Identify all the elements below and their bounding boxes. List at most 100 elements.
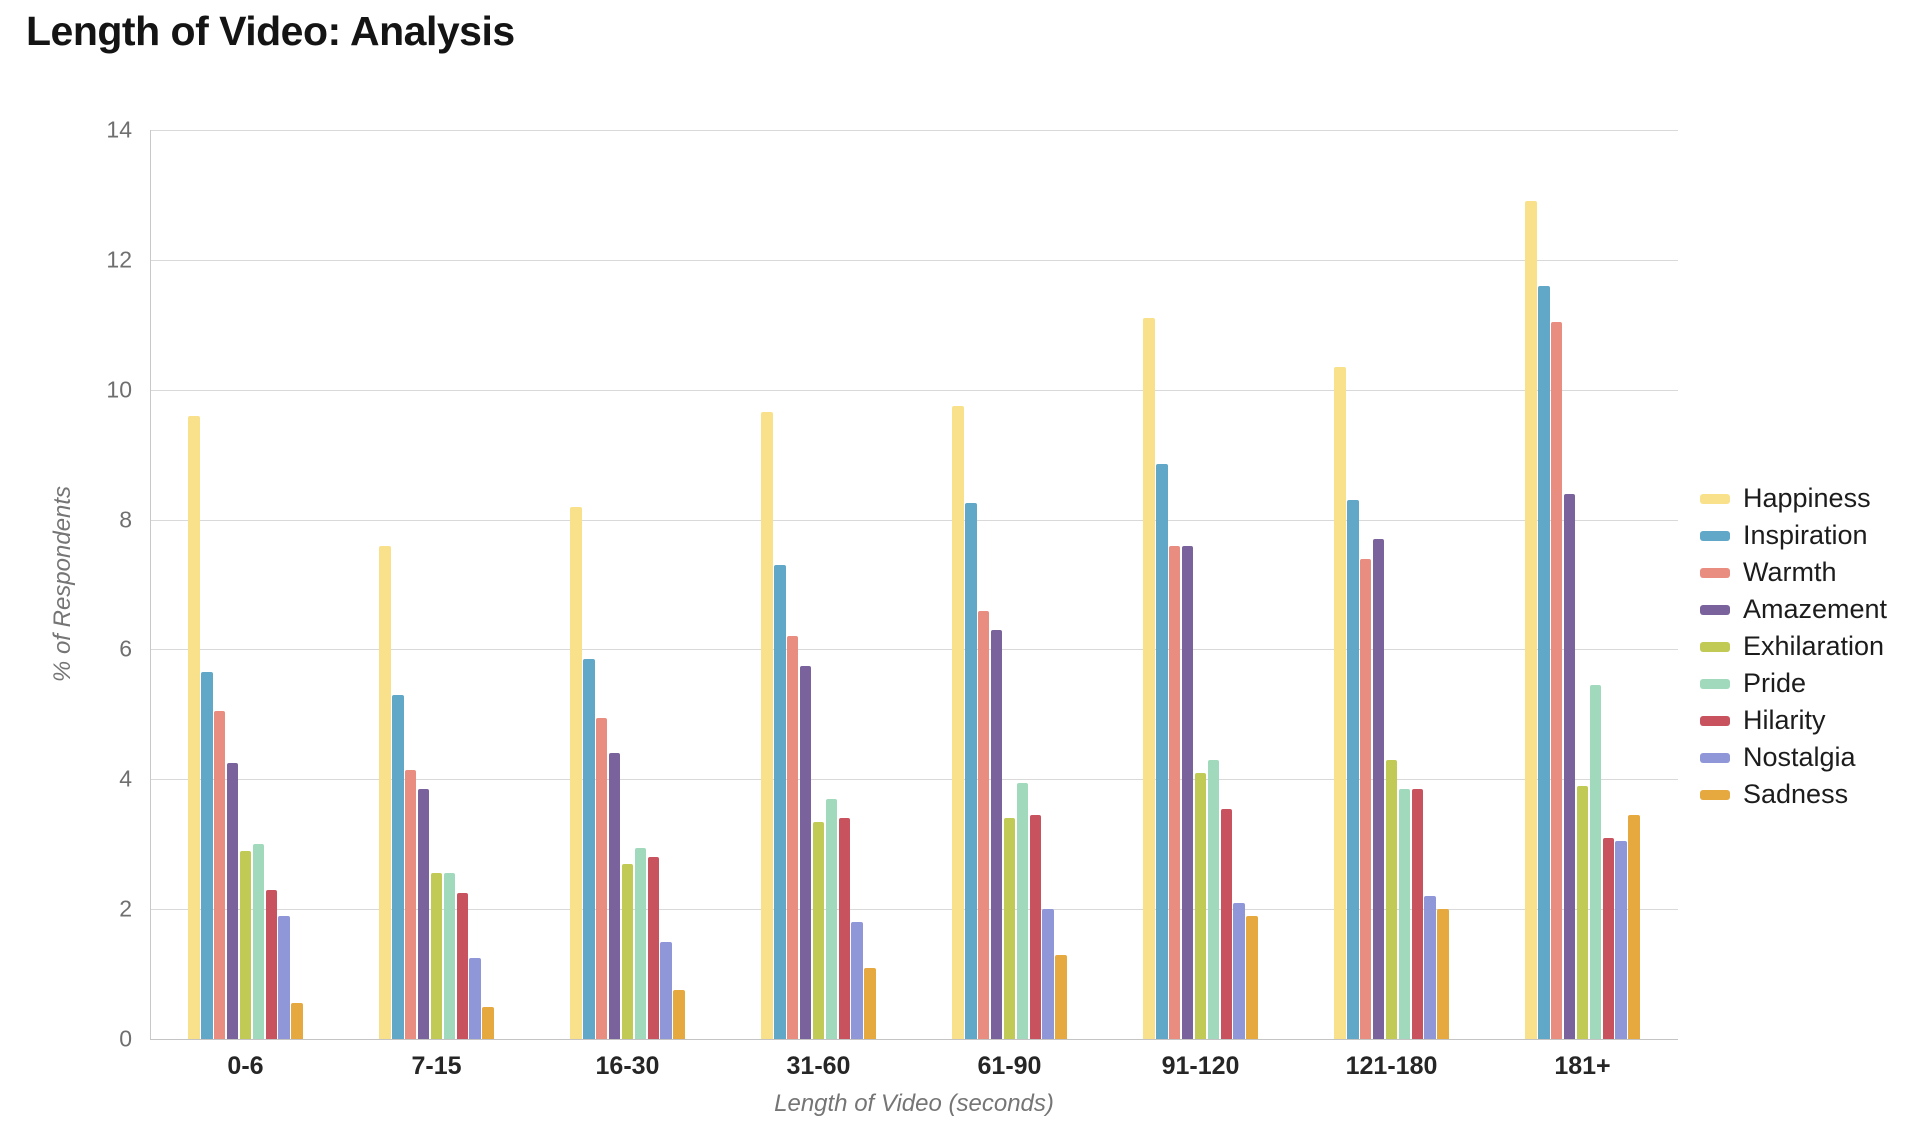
bar-nostalgia-0-6 (278, 915, 290, 1039)
legend-swatch-icon (1700, 567, 1730, 578)
bar-inspiration-121-180 (1347, 500, 1359, 1039)
bar-warmth-7-15 (404, 769, 417, 1039)
legend-swatch-icon (1700, 530, 1730, 541)
bar-hilarity-181+ (1602, 837, 1615, 1039)
bar-nostalgia-61-90 (1042, 909, 1054, 1039)
bar-pride-16-30 (634, 847, 647, 1039)
bar-exhilaration-61-90 (1003, 818, 1016, 1039)
bar-happiness-7-15 (379, 545, 391, 1039)
bar-amazement-181+ (1563, 493, 1576, 1039)
bar-nostalgia-121-180 (1424, 896, 1436, 1039)
legend-item-nostalgia: Nostalgia (1700, 739, 1887, 776)
y-tick-label: 8 (119, 506, 132, 533)
x-tick-label-181+: 181+ (1554, 1052, 1611, 1080)
bar-warmth-16-30 (595, 717, 608, 1039)
bar-inspiration-16-30 (583, 659, 595, 1039)
bar-warmth-0-6 (213, 711, 226, 1039)
legend-swatch-icon (1700, 604, 1730, 615)
y-tick-label: 14 (106, 116, 132, 143)
bar-amazement-16-30 (608, 753, 621, 1039)
bar-nostalgia-16-30 (660, 941, 672, 1039)
gridline-2 (150, 909, 1678, 911)
bar-sadness-16-30 (673, 990, 685, 1039)
x-axis-line (150, 1039, 1678, 1040)
legend-item-happiness: Happiness (1700, 480, 1887, 517)
x-tick-label-91-120: 91-120 (1161, 1052, 1240, 1080)
legend-swatch-icon (1700, 752, 1730, 763)
legend-item-pride: Pride (1700, 665, 1887, 702)
bar-exhilaration-121-180 (1385, 759, 1398, 1039)
bar-pride-181+ (1589, 685, 1602, 1039)
bar-nostalgia-181+ (1615, 841, 1627, 1039)
bar-warmth-61-90 (977, 610, 990, 1039)
bar-exhilaration-16-30 (621, 863, 634, 1039)
legend-swatch-icon (1700, 493, 1730, 504)
bar-amazement-0-6 (226, 763, 239, 1039)
x-axis-title: Length of Video (seconds) (774, 1090, 1054, 1117)
y-axis-title: % of Respondents (49, 485, 76, 683)
gridline-6 (150, 649, 1678, 651)
bar-happiness-0-6 (188, 415, 200, 1039)
legend-label: Pride (1743, 668, 1807, 698)
y-tick-label: 10 (106, 376, 132, 403)
legend-label: Hilarity (1743, 705, 1826, 735)
bar-nostalgia-91-120 (1233, 902, 1245, 1039)
bar-inspiration-61-90 (965, 503, 977, 1039)
x-tick-label-121-180: 121-180 (1345, 1052, 1438, 1080)
chart-title: Length of Video: Analysis (26, 8, 515, 54)
bar-warmth-91-120 (1168, 545, 1181, 1039)
gridline-8 (150, 519, 1678, 521)
y-tick-label: 12 (106, 246, 132, 273)
bar-hilarity-31-60 (838, 818, 851, 1039)
bar-exhilaration-7-15 (430, 873, 443, 1039)
bar-hilarity-91-120 (1220, 808, 1233, 1039)
x-tick-label-7-15: 7-15 (411, 1052, 462, 1080)
bar-hilarity-7-15 (456, 892, 469, 1039)
bar-sadness-0-6 (291, 1003, 303, 1039)
legend-swatch-icon (1700, 641, 1730, 652)
bar-nostalgia-7-15 (469, 957, 481, 1039)
bar-happiness-16-30 (570, 506, 582, 1039)
legend-label: Amazement (1743, 594, 1888, 624)
legend-item-hilarity: Hilarity (1700, 702, 1887, 739)
legend-label: Warmth (1743, 557, 1837, 587)
bar-warmth-181+ (1550, 321, 1563, 1039)
bar-inspiration-7-15 (392, 694, 404, 1039)
bar-amazement-7-15 (417, 789, 430, 1039)
bar-amazement-91-120 (1181, 545, 1194, 1039)
bar-inspiration-0-6 (201, 672, 213, 1039)
legend-item-amazement: Amazement (1700, 591, 1887, 628)
y-axis-line (150, 130, 151, 1039)
bar-sadness-61-90 (1055, 954, 1067, 1039)
bar-hilarity-61-90 (1029, 815, 1042, 1039)
bar-pride-0-6 (252, 844, 265, 1039)
bar-exhilaration-0-6 (239, 850, 252, 1039)
bar-happiness-121-180 (1334, 367, 1346, 1039)
bar-exhilaration-31-60 (812, 821, 825, 1039)
legend-swatch-icon (1700, 715, 1730, 726)
bar-amazement-121-180 (1372, 539, 1385, 1039)
bar-hilarity-121-180 (1411, 789, 1424, 1039)
bar-hilarity-16-30 (647, 857, 660, 1039)
legend-item-warmth: Warmth (1700, 554, 1887, 591)
legend-swatch-icon (1700, 678, 1730, 689)
bar-amazement-61-90 (990, 630, 1003, 1040)
legend-label: Inspiration (1743, 520, 1868, 550)
bar-sadness-7-15 (482, 1006, 494, 1039)
bar-warmth-31-60 (786, 636, 799, 1039)
bar-exhilaration-91-120 (1194, 772, 1207, 1039)
x-tick-label-0-6: 0-6 (227, 1052, 264, 1080)
gridline-12 (150, 259, 1678, 261)
y-tick-label: 2 (119, 895, 132, 922)
gridline-14 (150, 130, 1678, 131)
bar-pride-61-90 (1016, 782, 1029, 1039)
legend-swatch-icon (1700, 789, 1730, 800)
bar-sadness-91-120 (1246, 915, 1258, 1039)
bar-happiness-61-90 (952, 405, 964, 1039)
bar-pride-31-60 (825, 798, 838, 1039)
legend-item-exhilaration: Exhilaration (1700, 628, 1887, 665)
y-tick-label: 4 (119, 765, 132, 792)
x-tick-label-61-90: 61-90 (977, 1052, 1042, 1080)
bar-pride-121-180 (1398, 789, 1411, 1039)
